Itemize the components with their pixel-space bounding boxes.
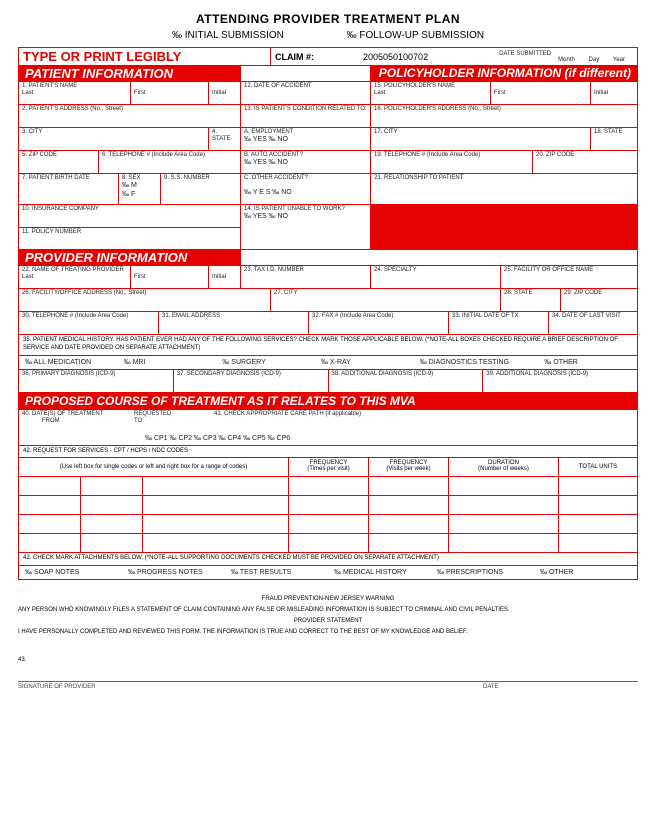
field-secondary-dx: 37. SECONDARY DIAGNOSIS (ICD-9) [174,370,329,392]
check-progress: ‰ PROGRESS NOTES [122,566,225,579]
field-ssn: 9. S.S. NUMBER [161,174,241,204]
check-soap: ‰ SOAP NOTES [19,566,122,579]
initial-submission-check: ‰ INITIAL SUBMISSION [172,30,284,41]
field-additional-dx2: 39. ADDITIONAL DIAGNOSIS (ICD-9) [483,370,637,392]
field-date-accident: 12. DATE OF ACCIDENT [241,82,371,104]
th-freq1: FREQUENCY(Times per visit) [289,458,369,476]
th-total: TOTAL UNITS [559,458,637,476]
check-medhist: ‰ MEDICAL HISTORY [328,566,431,579]
provider-statement-title: PROVIDER STATEMENT [18,616,638,627]
form-title: ATTENDING PROVIDER TREATMENT PLAN [18,12,638,26]
field-additional-dx1: 38. ADDITIONAL DIAGNOSIS (ICD-9) [329,370,484,392]
field-telephone: 6. TELEPHONE # (Include Area Code) [99,151,241,173]
check-surgery: ‰ SURGERY [216,356,315,369]
th-codes: (Use left box for single codes or left a… [19,458,289,476]
check-diagnostics: ‰ DIAGNOSTICS TESTING [414,356,539,369]
section-provider-info: PROVIDER INFORMATION [19,250,241,265]
field-sex: 8. SEX‰ M‰ F [119,174,161,204]
field-condition-related: 13. IS PATIENT'S CONDITION RELATED TO: [241,105,371,127]
field-patient-first: First [131,82,209,104]
check-cp1: ‰ CP1 ‰ CP2 ‰ CP3 ‰ CP4 ‰ CP5 ‰ CP6 [139,432,296,445]
field-relationship: 21. RELATIONSHIP TO PATIENT [371,174,637,204]
field-policy-address: 16. POLICYHOLDER'S ADDRESS (No., Street) [371,105,637,127]
field-42-attachments: 42. CHECK MARK ATTACHMENTS BELOW. (*NOTE… [19,552,637,565]
field-dates-treatment: 40. DATE(S) OF TREATMENTFROM [19,410,131,432]
check-other: ‰ OTHER [538,356,637,369]
signature-label: SIGNATURE OF PROVIDER [18,684,483,690]
field-insurance-co: 10. INSURANCE COMPANY [19,205,241,227]
field-auto-accident: B. AUTO ACCIDENT?‰ YES ‰ NO [241,151,371,173]
field-provider-name: 22. NAME OF TREATING PROVIDERLast [19,266,131,288]
field-city: 3. CITY [19,128,209,150]
th-freq2: FREQUENCY(Visits per week) [369,458,449,476]
field-patient-address: 2. PATIENT'S ADDRESS (No., Street) [19,105,241,127]
date-submitted: DATE SUBMITTED Month Day Year [473,51,637,63]
field-primary-dx: 36. PRIMARY DIAGNOSIS (ICD-9) [19,370,174,392]
field-43: 43. [18,657,638,663]
provider-statement-text: I HAVE PERSONALLY COMPLETED AND REVIEWED… [18,627,638,638]
field-other-accident: C. OTHER ACCIDENT?‰ Y E S ‰ NO [241,174,371,204]
field-patient-name: 1. PATIENT'S NAMELast [19,82,131,104]
services-table: (Use left box for single codes or left a… [19,457,637,552]
field-last-visit: 34. DATE OF LAST VISIT [549,312,637,334]
footer: FRAUD PREVENTION-NEW JERSEY WARNING ANY … [18,594,638,637]
field-42-services: 42. REQUEST FOR SERVICES - CPT / HCPS / … [19,445,637,458]
field-facility-city: 27. CITY [271,289,501,311]
field-tax-id: 23. TAX I.D. NUMBER [241,266,371,288]
field-policy-phone: 19. TELEPHONE # (Include Area Code) [371,151,533,173]
field-specialty: 24. SPECIALTY [371,266,501,288]
signature-date-label: DATE [483,684,638,690]
check-medication: ‰ ALL MEDICATION [19,356,118,369]
field-policy-state: 18. STATE [591,128,637,150]
check-mri: ‰ MRI [118,356,217,369]
field-care-path: 41. CHECK APPROPRIATE CARE PATH (if appl… [211,410,637,432]
field-policy-number: 11. POLICY NUMBER [19,227,241,249]
field-policy-name: 15. POLICYHOLDER'S NAMELast [371,82,491,104]
field-35-history: 35. PATIENT MEDICAL HISTORY. HAS PATIENT… [19,334,637,355]
field-requested: REQUESTEDTO [131,410,211,432]
field-facility-address: 26. FACILITY/OFFICE ADDRESS (No., Street… [19,289,271,311]
field-employment: A. EMPLOYMENT‰ YES ‰ NO [241,128,371,150]
field-birth-date: 7. PATIENT BIRTH DATE [19,174,119,204]
field-policy-city: 17. CITY [371,128,591,150]
check-other2: ‰ OTHER [534,566,637,579]
field-facility-name: 25. FACILITY OR OFFICE NAME [501,266,637,288]
section-course-treatment: PROPOSED COURSE OF TREATMENT AS IT RELAT… [19,392,637,409]
red-block-1 [371,205,637,227]
field-zip: 5. ZIP CODE [19,151,99,173]
check-test: ‰ TEST RESULTS [225,566,328,579]
field-email: 31. EMAIL ADDRESS [159,312,309,334]
followup-submission-check: ‰ FOLLOW-UP SUBMISSION [347,30,484,41]
field-provider-initial: Initial [209,266,241,288]
field-state: 4. STATE [209,128,241,150]
field-unable-work: 14. IS PATIENT UNABLE TO WORK?‰ YES ‰ NO [241,205,371,227]
submission-type: ‰ INITIAL SUBMISSION ‰ FOLLOW-UP SUBMISS… [18,30,638,41]
field-fax: 32. FAX # (Include Area Code) [309,312,449,334]
claim-label: CLAIM #: [271,52,363,62]
section-policyholder-info: POLICYHOLDER INFORMATION (if different) [371,66,637,81]
check-xray: ‰ X-RAY [315,356,414,369]
section-patient-info: PATIENT INFORMATION [19,66,241,81]
type-legibly: TYPE OR PRINT LEGIBLY [19,48,271,65]
fraud-warning-title: FRAUD PREVENTION-NEW JERSEY WARNING [18,594,638,605]
field-initial-tx: 33. INITIAL DATE OF TX [449,312,549,334]
field-provider-phone: 30. TELEPHONE # (Include Area Code) [19,312,159,334]
form-container: TYPE OR PRINT LEGIBLY CLAIM #: 200505010… [18,47,638,580]
field-provider-first: First [131,266,209,288]
field-facility-zip: 29. ZIP CODE [561,289,637,311]
fraud-warning-text: ANY PERSON WHO KNOWINGLY FILES A STATEME… [18,605,638,616]
field-policy-zip: 20. ZIP CODE [533,151,637,173]
field-patient-initial: Initial [209,82,241,104]
red-block-2 [371,227,637,249]
claim-number: 2005050100702 [363,52,473,62]
field-policy-initial: Initial [591,82,637,104]
check-prescriptions: ‰ PRESCRIPTIONS [431,566,534,579]
field-facility-state: 28. STATE [501,289,561,311]
field-policy-first: First [491,82,591,104]
th-duration: DURATION(Number of weeks) [449,458,559,476]
